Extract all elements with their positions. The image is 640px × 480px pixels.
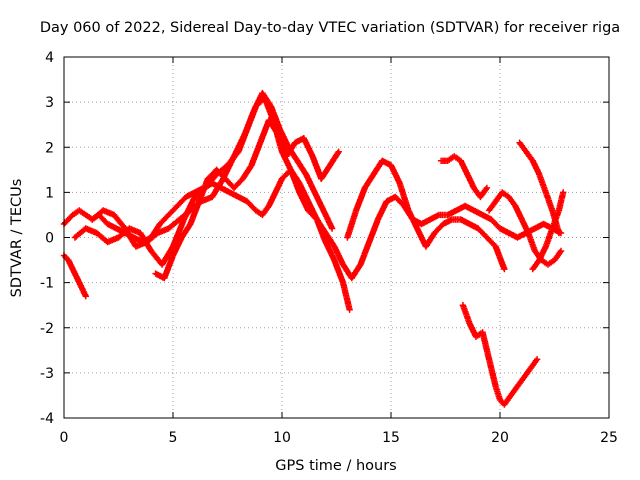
x-tick-labels: 0 5 10 15 20 25 — [60, 430, 618, 446]
series-markers — [459, 302, 541, 408]
series-track-4 — [89, 89, 336, 250]
x-tick-label: 0 — [60, 430, 69, 446]
x-tick-label: 15 — [382, 430, 400, 446]
y-tick-label: -1 — [40, 276, 54, 292]
x-tick-label: 25 — [600, 430, 618, 446]
series-markers — [152, 117, 342, 282]
series-markers — [89, 89, 336, 250]
plot-frame — [63, 56, 610, 419]
series-track-6 — [344, 157, 508, 273]
x-axis-label: GPS time / hours — [275, 458, 396, 474]
chart-title: Day 060 of 2022, Sidereal Day-to-day VTE… — [40, 20, 620, 36]
series-track-11 — [529, 189, 567, 273]
y-tick-label: -2 — [40, 321, 54, 337]
y-tick-label: 3 — [45, 95, 54, 111]
y-tick-label: 1 — [45, 185, 54, 201]
x-tick-label: 10 — [273, 430, 291, 446]
y-tick-label: -4 — [40, 411, 54, 427]
x-tick-label: 20 — [491, 430, 509, 446]
y-tick-label: 0 — [45, 231, 54, 247]
series-track-2 — [60, 252, 89, 300]
series-track-8 — [459, 302, 541, 408]
data-series — [60, 89, 567, 408]
series-markers — [60, 252, 89, 300]
series-markers — [344, 157, 508, 273]
y-axis-label: SDTVAR / TECUs — [9, 179, 25, 298]
y-tick-labels: -4 -3 -2 -1 0 1 2 3 4 — [40, 50, 54, 427]
y-tick-label: -3 — [40, 366, 54, 382]
grid — [64, 57, 609, 418]
series-markers — [437, 153, 491, 201]
series-track-7 — [437, 153, 491, 201]
y-tick-label: 4 — [45, 50, 54, 66]
y-tick-label: 2 — [45, 140, 54, 156]
series-track-5 — [152, 117, 342, 282]
x-tick-label: 5 — [169, 430, 178, 446]
series-markers — [529, 189, 567, 273]
